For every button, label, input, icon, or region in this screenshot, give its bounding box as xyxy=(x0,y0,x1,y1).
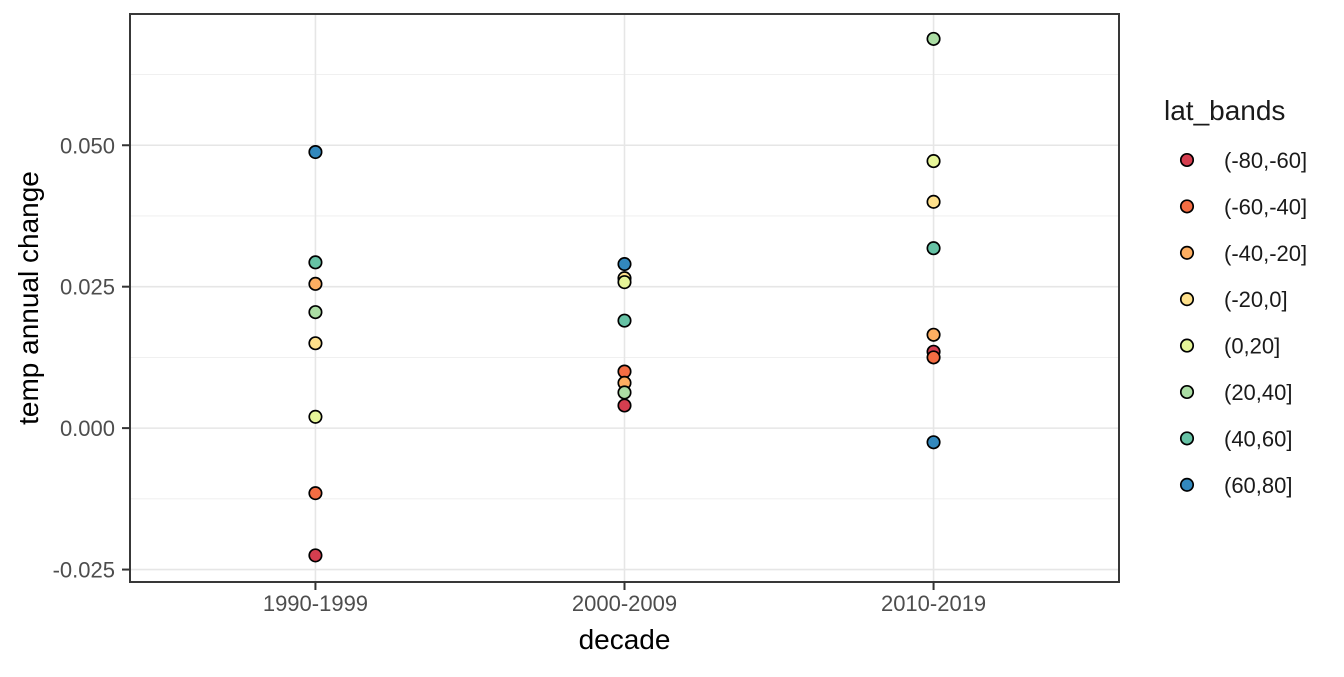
data-point xyxy=(308,255,323,270)
x-tick-marks xyxy=(314,582,935,590)
legend-swatch xyxy=(1179,384,1195,400)
data-point xyxy=(308,144,323,160)
legend-label: (0,20] xyxy=(1224,334,1280,359)
legend-label: (-40,-20] xyxy=(1224,241,1307,266)
legend-entries: (-80,-60] (-60,-40] (-40,-20] (-20,0] (0,20]… xyxy=(1179,148,1307,498)
data-point xyxy=(926,154,941,169)
x-tick-label: 1990-1999 xyxy=(263,591,368,616)
y-tick-label: 0.025 xyxy=(60,275,115,300)
data-point xyxy=(617,385,632,400)
legend-swatch xyxy=(1179,477,1195,492)
y-tick-label: -0.025 xyxy=(53,558,115,583)
legend-entry: (0,20] xyxy=(1179,334,1280,359)
legend-label: (-60,-40] xyxy=(1224,194,1307,219)
legend-swatch xyxy=(1179,245,1195,260)
legend-entry: (-20,0] xyxy=(1179,287,1288,312)
legend-entry: (-80,-60] xyxy=(1179,148,1307,173)
legend-label: (60,80] xyxy=(1224,473,1293,498)
y-tick-label: 0.000 xyxy=(60,416,115,441)
legend-entry: (-60,-40] xyxy=(1179,194,1307,219)
legend-swatch xyxy=(1179,431,1195,446)
y-tick-labels: 0.050 0.025 0.000 -0.025 xyxy=(53,133,115,582)
y-tick-marks xyxy=(122,144,130,571)
data-point xyxy=(926,435,941,450)
y-axis: 0.050 0.025 0.000 -0.025 temp annual change xyxy=(13,133,130,583)
y-tick-label: 0.050 xyxy=(60,133,115,158)
data-point xyxy=(308,409,323,424)
legend-label: (40,60] xyxy=(1224,426,1293,451)
data-point xyxy=(926,241,941,256)
legend-entry: (-40,-20] xyxy=(1179,241,1307,266)
data-point xyxy=(617,275,632,290)
data-point xyxy=(926,31,941,46)
legend-label: (-80,-60] xyxy=(1224,148,1307,173)
legend-label: (20,40] xyxy=(1224,380,1293,405)
data-point xyxy=(308,548,323,563)
legend-entry: (20,40] xyxy=(1179,380,1293,405)
data-point xyxy=(308,276,323,291)
legend-swatch xyxy=(1179,338,1195,353)
legend-swatch xyxy=(1179,152,1195,168)
plot-panel xyxy=(129,13,1120,583)
data-point xyxy=(617,313,632,328)
data-point xyxy=(926,194,941,209)
legend-entry: (60,80] xyxy=(1179,473,1293,498)
legend-label: (-20,0] xyxy=(1224,287,1288,312)
data-points xyxy=(308,31,941,563)
legend-entry: (40,60] xyxy=(1179,426,1293,451)
x-axis-title: decade xyxy=(579,624,671,655)
data-point xyxy=(617,398,632,413)
data-point xyxy=(308,486,323,501)
legend-title: lat_bands xyxy=(1164,95,1285,126)
data-point xyxy=(617,257,632,272)
data-point xyxy=(308,305,323,320)
y-axis-title: temp annual change xyxy=(13,171,44,425)
data-point xyxy=(308,336,323,351)
legend: lat_bands (-80,-60] (-60,-40] (-40,-20] (-2… xyxy=(1164,95,1307,498)
legend-swatch xyxy=(1179,292,1195,307)
x-tick-label: 2010-2019 xyxy=(881,591,986,616)
legend-swatch xyxy=(1179,199,1195,214)
data-point xyxy=(926,327,941,342)
x-tick-label: 2000-2009 xyxy=(572,591,677,616)
x-axis: 1990-1999 2000-2009 2010-2019 decade xyxy=(263,582,986,655)
data-point xyxy=(926,350,941,365)
x-tick-labels: 1990-1999 2000-2009 2010-2019 xyxy=(263,591,986,616)
gridlines-major xyxy=(130,14,1119,582)
